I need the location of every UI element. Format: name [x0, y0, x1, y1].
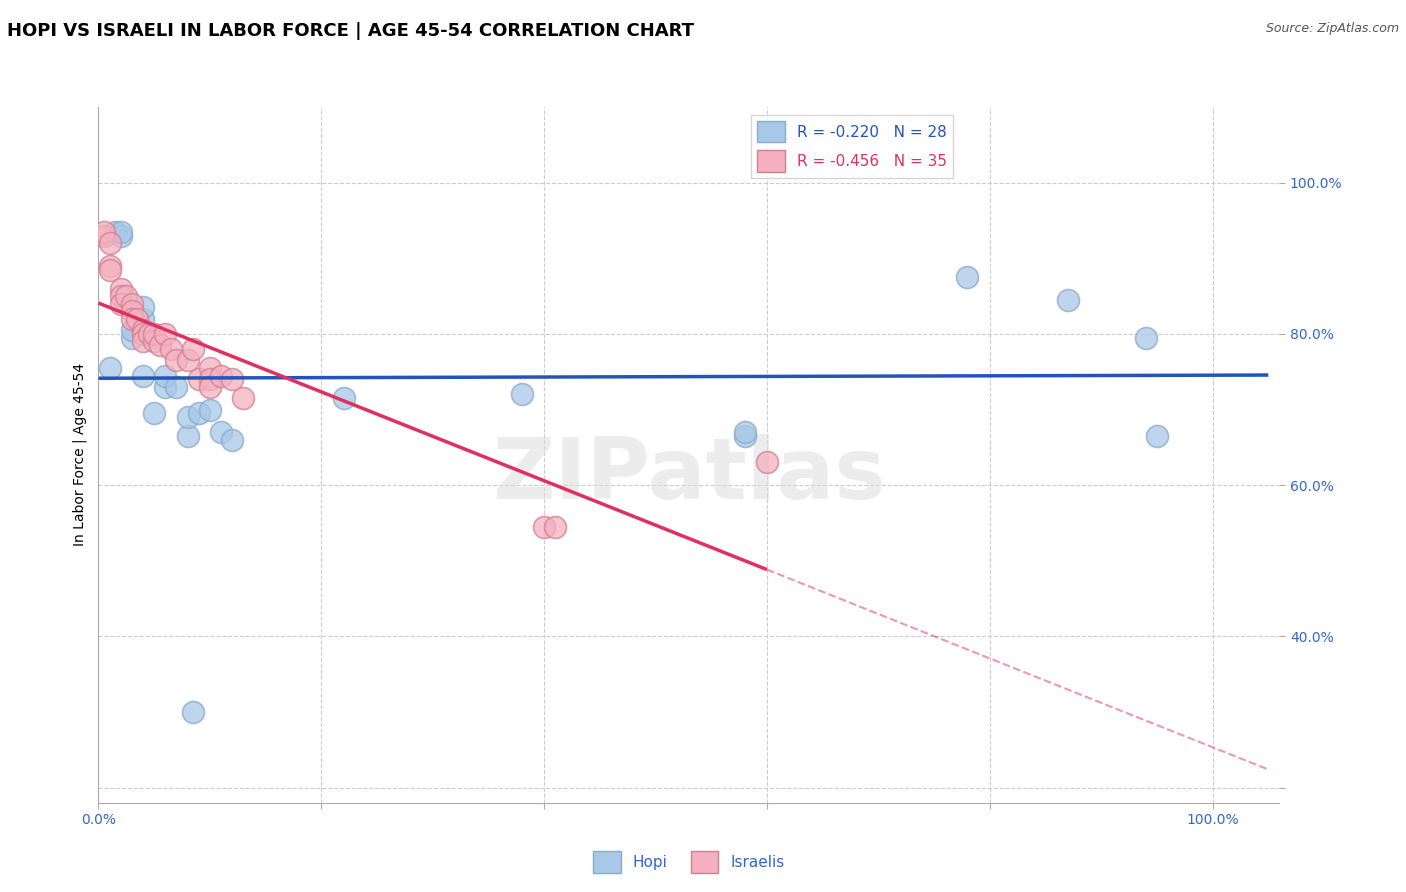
Point: [110, 281, 132, 295]
Point: [181, 342, 204, 356]
Point: [155, 380, 177, 394]
Point: [115, 289, 138, 303]
Point: [198, 402, 221, 417]
Point: [121, 296, 143, 310]
Point: [121, 323, 143, 337]
Point: [132, 326, 155, 341]
Point: [104, 225, 127, 239]
Point: [165, 353, 187, 368]
Point: [332, 391, 354, 405]
Point: [110, 225, 132, 239]
Point: [121, 311, 143, 326]
Point: [1146, 429, 1168, 443]
Point: [198, 361, 221, 376]
Point: [956, 270, 979, 285]
Point: [176, 410, 198, 425]
Point: [149, 338, 172, 352]
Point: [98, 361, 121, 376]
Point: [533, 520, 555, 534]
Point: [198, 372, 221, 386]
Point: [132, 301, 155, 315]
Point: [143, 326, 166, 341]
Point: [176, 429, 198, 443]
Point: [93, 225, 115, 239]
Point: [209, 368, 232, 383]
Point: [143, 406, 166, 420]
Point: [110, 289, 132, 303]
Point: [132, 323, 155, 337]
Point: [132, 368, 155, 383]
Point: [544, 520, 567, 534]
Text: HOPI VS ISRAELI IN LABOR FORCE | AGE 45-54 CORRELATION CHART: HOPI VS ISRAELI IN LABOR FORCE | AGE 45-…: [7, 22, 695, 40]
Point: [176, 353, 198, 368]
Point: [187, 406, 209, 420]
Point: [1056, 293, 1078, 307]
Point: [121, 331, 143, 345]
Text: Source: ZipAtlas.com: Source: ZipAtlas.com: [1265, 22, 1399, 36]
Y-axis label: In Labor Force | Age 45-54: In Labor Force | Age 45-54: [73, 363, 87, 547]
Point: [138, 326, 160, 341]
Point: [127, 311, 149, 326]
Point: [221, 433, 243, 447]
Point: [755, 455, 778, 469]
Point: [160, 342, 183, 356]
Point: [734, 429, 756, 443]
Legend: Hopi, Israelis: Hopi, Israelis: [588, 845, 790, 879]
Point: [155, 368, 177, 383]
Point: [110, 296, 132, 310]
Point: [181, 705, 204, 719]
Point: [155, 326, 177, 341]
Point: [98, 262, 121, 277]
Point: [121, 304, 143, 318]
Point: [187, 372, 209, 386]
Point: [93, 228, 115, 243]
Point: [165, 380, 187, 394]
Point: [132, 311, 155, 326]
Text: ZIPatlas: ZIPatlas: [492, 434, 886, 517]
Point: [198, 380, 221, 394]
Point: [221, 372, 243, 386]
Point: [98, 236, 121, 251]
Point: [209, 425, 232, 440]
Point: [510, 387, 533, 401]
Point: [1135, 331, 1157, 345]
Point: [132, 334, 155, 349]
Point: [232, 391, 254, 405]
Point: [98, 259, 121, 273]
Point: [143, 334, 166, 349]
Point: [734, 425, 756, 440]
Point: [110, 228, 132, 243]
